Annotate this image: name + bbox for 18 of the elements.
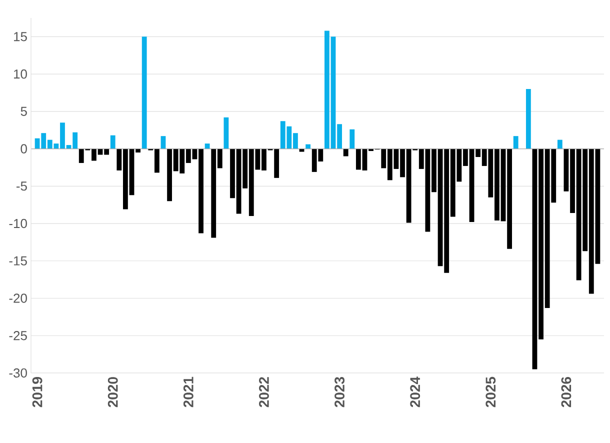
x-tick-label: 2025	[486, 376, 496, 408]
x-tick-label: 2026	[561, 377, 572, 408]
y-tick-label: -25	[9, 331, 27, 340]
y-tick-label: -10	[9, 218, 27, 228]
y-tick-label: -30	[9, 368, 27, 378]
y-tick-label: -20	[9, 294, 27, 303]
x-tick-label: 2024	[410, 376, 420, 408]
x-tick-label: 2022	[259, 377, 269, 408]
y-tick-label: -15	[9, 256, 27, 266]
y-tick-label: -5	[16, 182, 27, 191]
x-tick-label: 2020	[108, 377, 118, 408]
x-tick-label: 2019	[32, 377, 42, 408]
y-tick-label: 15	[14, 32, 27, 42]
x-tick-label: 2021	[183, 376, 194, 408]
y-tick-label: 10	[14, 69, 27, 79]
y-tick-label: 0	[20, 144, 27, 154]
y-tick-label: 5	[20, 106, 27, 116]
x-tick-label: 2023	[334, 377, 345, 408]
